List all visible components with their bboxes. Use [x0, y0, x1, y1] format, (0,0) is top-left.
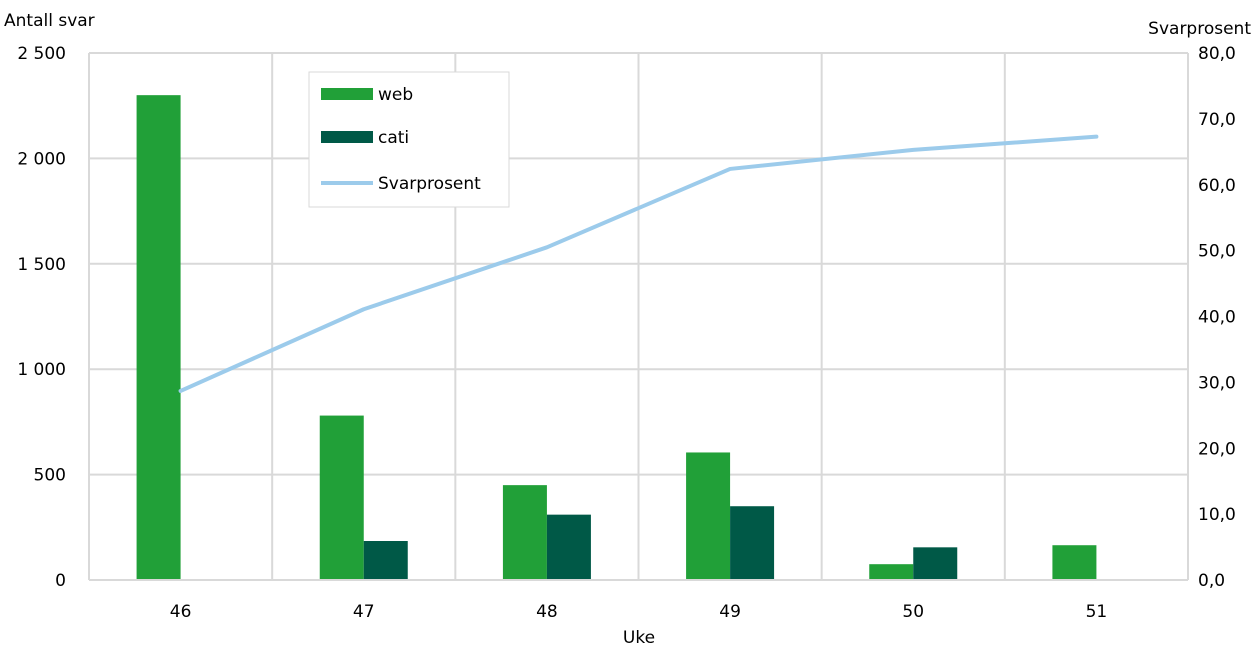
- line-Svarprosent: [178, 134, 1099, 393]
- legend-swatch-web: [321, 88, 373, 100]
- legend-swatch-cati: [321, 131, 373, 143]
- bar-web-47: [319, 415, 364, 580]
- x-axis-title: Uke: [623, 628, 655, 648]
- bar-web-51: [1052, 545, 1097, 580]
- bar-cati-48: [546, 514, 591, 580]
- y-left-tick-label: 2 500: [17, 44, 66, 64]
- bar-web-48: [502, 485, 547, 580]
- legend-label-svarprosent: Svarprosent: [378, 174, 481, 194]
- y-right-tick-label: 30,0: [1198, 373, 1236, 393]
- y-left-tick-label: 0: [55, 571, 66, 591]
- x-tick-label: 47: [353, 602, 375, 622]
- y-right-tick-label: 70,0: [1198, 110, 1236, 130]
- y-left-tick-label: 500: [34, 466, 66, 486]
- y-right-tick-label: 50,0: [1198, 242, 1236, 262]
- line-series: [178, 134, 1099, 393]
- x-tick-label: 48: [536, 602, 558, 622]
- x-tick-label: 51: [1086, 602, 1108, 622]
- bar-web-49: [686, 452, 731, 580]
- legend-label-web: web: [378, 85, 413, 105]
- y-left-tick-label: 1 000: [17, 360, 66, 380]
- y-left-tick-label: 2 000: [17, 149, 66, 169]
- x-tick-label: 46: [170, 602, 192, 622]
- y-right-tick-label: 20,0: [1198, 439, 1236, 459]
- y-right-tick-label: 80,0: [1198, 44, 1236, 64]
- tick-labels: 0 500 1 000 1 500 2 000 2 500 0,0 10,0 20,0 30,0 4…: [17, 44, 1236, 622]
- y-axis-left-title: Antall svar: [4, 11, 95, 31]
- legend-label-cati: cati: [378, 128, 409, 148]
- x-tick-label: 49: [719, 602, 741, 622]
- y-right-tick-label: 10,0: [1198, 505, 1236, 525]
- x-tick-label: 50: [902, 602, 924, 622]
- legend: web cati Svarprosent: [308, 71, 510, 208]
- bar-web-46: [136, 95, 181, 580]
- bar-cati-50: [913, 547, 958, 580]
- gridlines: [88, 52, 1189, 580]
- bar-cati-49: [730, 506, 775, 580]
- bar-web-50: [869, 564, 914, 580]
- bar-cati-47: [363, 541, 408, 580]
- y-axis-right-title: Svarprosent: [1148, 19, 1251, 39]
- bars: [136, 95, 1097, 580]
- y-right-tick-label: 60,0: [1198, 176, 1236, 196]
- y-left-tick-label: 1 500: [17, 255, 66, 275]
- y-right-tick-label: 40,0: [1198, 308, 1236, 328]
- y-right-tick-label: 0,0: [1198, 571, 1225, 591]
